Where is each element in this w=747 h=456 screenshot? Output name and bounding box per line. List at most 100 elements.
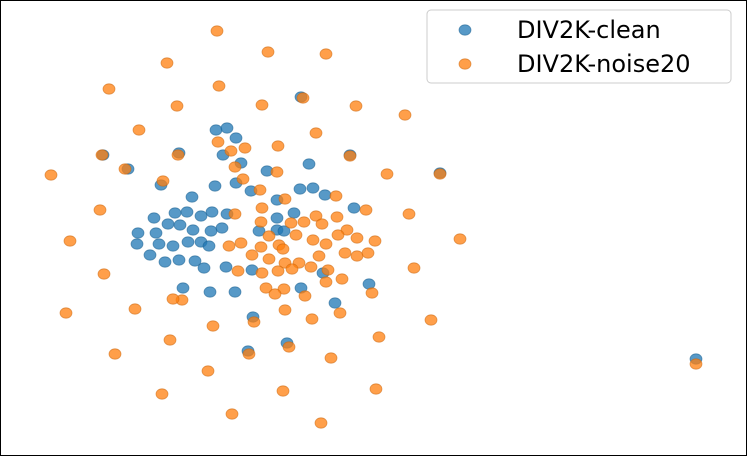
scatter-point-div2k-noise20: [128, 303, 142, 315]
scatter-point-div2k-clean: [180, 206, 194, 218]
scatter-point-div2k-clean: [161, 218, 175, 230]
scatter-point-div2k-noise20: [319, 238, 333, 250]
scatter-point-div2k-clean: [168, 207, 182, 219]
scatter-point-div2k-clean: [219, 261, 233, 273]
scatter-point-div2k-noise20: [261, 46, 275, 58]
scatter-point-div2k-noise20: [278, 304, 292, 316]
scatter-point-div2k-clean: [166, 240, 180, 252]
scatter-point-div2k-clean: [143, 249, 157, 261]
scatter-point-div2k-clean: [208, 180, 222, 192]
scatter-point-div2k-noise20: [118, 163, 132, 175]
scatter-point-div2k-noise20: [350, 250, 364, 262]
scatter-point-div2k-noise20: [132, 124, 146, 136]
scatter-point-div2k-noise20: [372, 331, 386, 343]
scatter-point-div2k-noise20: [247, 316, 261, 328]
scatter-point-div2k-noise20: [236, 173, 250, 185]
scatter-point-div2k-noise20: [155, 388, 169, 400]
scatter-point-div2k-noise20: [44, 169, 58, 181]
scatter-point-div2k-noise20: [95, 149, 109, 161]
scatter-point-div2k-noise20: [315, 218, 329, 230]
scatter-point-div2k-noise20: [253, 184, 267, 196]
scatter-point-div2k-clean: [186, 224, 200, 236]
scatter-point-div2k-noise20: [276, 385, 290, 397]
scatter-point-div2k-noise20: [210, 25, 224, 37]
scatter-point-div2k-clean: [318, 189, 332, 201]
scatter-point-div2k-noise20: [365, 287, 379, 299]
scatter-point-div2k-noise20: [278, 193, 292, 205]
scatter-point-div2k-clean: [185, 191, 199, 203]
scatter-point-div2k-noise20: [160, 57, 174, 69]
scatter-point-div2k-clean: [147, 212, 161, 224]
scatter-point-div2k-clean: [270, 212, 284, 224]
scatter-point-div2k-noise20: [255, 202, 269, 214]
scatter-point-div2k-noise20: [276, 243, 290, 255]
scatter-point-div2k-noise20: [93, 204, 107, 216]
scatter-point-div2k-noise20: [321, 264, 335, 276]
scatter-point-div2k-clean: [328, 297, 342, 309]
scatter-point-div2k-clean: [197, 262, 211, 274]
scatter-point-div2k-noise20: [262, 230, 276, 242]
scatter-point-div2k-noise20: [255, 267, 269, 279]
scatter-point-div2k-clean: [228, 286, 242, 298]
legend-label-div2k-noise20: DIV2K-noise20: [517, 50, 691, 78]
scatter-point-div2k-noise20: [402, 208, 416, 220]
scatter-point-div2k-noise20: [63, 235, 77, 247]
scatter-point-div2k-clean: [220, 122, 234, 134]
scatter-point-div2k-noise20: [242, 348, 256, 360]
scatter-point-div2k-noise20: [259, 282, 273, 294]
scatter-point-div2k-noise20: [231, 265, 245, 277]
scatter-point-div2k-noise20: [156, 175, 170, 187]
scatter-point-div2k-clean: [277, 225, 291, 237]
scatter-point-div2k-noise20: [108, 348, 122, 360]
scatter-point-div2k-noise20: [284, 217, 298, 229]
scatter-point-div2k-clean: [293, 183, 307, 195]
scatter-point-div2k-clean: [302, 158, 316, 170]
scatter-point-div2k-noise20: [262, 253, 276, 265]
scatter-point-div2k-noise20: [349, 100, 363, 112]
scatter-point-div2k-noise20: [228, 161, 242, 173]
scatter-point-div2k-clean: [172, 254, 186, 266]
scatter-point-div2k-noise20: [314, 417, 328, 429]
scatter-point-div2k-noise20: [368, 235, 382, 247]
scatter-point-div2k-clean: [204, 225, 218, 237]
scatter-point-div2k-clean: [152, 238, 166, 250]
scatter-point-div2k-noise20: [271, 140, 285, 152]
scatter-point-div2k-noise20: [59, 307, 73, 319]
scatter-point-div2k-noise20: [285, 263, 299, 275]
scatter-point-div2k-noise20: [398, 109, 412, 121]
scatter-point-div2k-noise20: [234, 237, 248, 249]
scatter-point-div2k-noise20: [222, 240, 236, 252]
scatter-point-div2k-clean: [202, 240, 216, 252]
scatter-point-div2k-clean: [188, 255, 202, 267]
scatter-point-div2k-noise20: [329, 190, 343, 202]
scatter-point-div2k-clean: [229, 132, 243, 144]
scatter-point-div2k-noise20: [225, 408, 239, 420]
scatter-point-div2k-noise20: [304, 261, 318, 273]
scatter-point-div2k-noise20: [319, 48, 333, 60]
scatter-point-div2k-noise20: [268, 288, 282, 300]
scatter-point-div2k-noise20: [380, 168, 394, 180]
scatter-point-div2k-noise20: [296, 92, 310, 104]
scatter-point-div2k-noise20: [689, 358, 703, 370]
scatter-point-div2k-clean: [306, 182, 320, 194]
scatter-point-div2k-noise20: [333, 307, 347, 319]
scatter-point-div2k-noise20: [331, 229, 345, 241]
scatter-point-div2k-noise20: [211, 136, 225, 148]
scatter-point-div2k-noise20: [324, 352, 338, 364]
series-div2k-noise20: [44, 25, 703, 429]
scatter-point-div2k-clean: [131, 227, 145, 239]
scatter-point-div2k-noise20: [359, 204, 373, 216]
scatter-point-div2k-noise20: [338, 247, 352, 259]
scatter-point-div2k-clean: [158, 256, 172, 268]
scatter-point-div2k-noise20: [170, 100, 184, 112]
scatter-point-div2k-clean: [176, 282, 190, 294]
scatter-point-div2k-noise20: [340, 224, 354, 236]
scatter-point-div2k-noise20: [271, 265, 285, 277]
scatter-point-div2k-noise20: [171, 149, 185, 161]
scatter-point-div2k-clean: [347, 202, 361, 214]
scatter-point-div2k-noise20: [306, 234, 320, 246]
scatter-point-div2k-noise20: [277, 283, 291, 295]
scatter-point-div2k-noise20: [166, 293, 180, 305]
scatter-point-div2k-clean: [209, 124, 223, 136]
legend-box: [426, 9, 732, 84]
